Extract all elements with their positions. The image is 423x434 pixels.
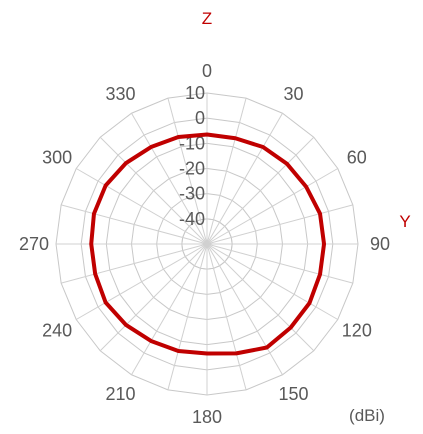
angle-tick-label: 300 [42,148,72,168]
series [89,132,327,356]
angle-tick-label: 30 [283,84,303,104]
angle-tick-label: 60 [347,148,367,168]
grid-spoke [206,136,315,245]
radial-tick-label: 0 [195,108,205,128]
series-line [89,132,327,356]
grid-spoke [206,243,353,284]
radial-tick-label: 10 [185,83,205,103]
angle-tick-label: 330 [105,84,135,104]
radial-tick-label: -20 [179,159,205,179]
spokes [56,93,358,395]
angle-tick-label: 150 [278,384,308,404]
radial-tick-label: -40 [179,209,205,229]
grid-spoke [206,98,247,245]
angle-tick-label: 120 [342,321,372,341]
grid-spoke [167,243,208,390]
angle-tick-label: 180 [192,407,222,427]
grid-spoke [206,243,315,352]
angle-tick-labels: 0 30 60 90 120 150 180 210 240 270 300 330 [19,61,390,427]
grid-spoke [61,204,208,245]
radial-tick-label: -30 [179,184,205,204]
angle-tick-label: 210 [105,384,135,404]
grid-spoke [99,136,208,245]
angle-tick-label: 240 [42,321,72,341]
grid-spoke [206,243,339,320]
grid-spoke [167,98,208,245]
grid-spoke [206,168,339,245]
grid-spoke [206,112,283,245]
axis-top-label: Z [202,9,212,28]
grid-spoke [75,168,208,245]
angle-tick-label: 0 [202,61,212,81]
grid-spoke [206,204,353,245]
grid-spoke [131,112,208,245]
grid-spoke [75,243,208,320]
grid-spoke [206,243,247,390]
unit-label: (dBi) [349,406,385,425]
grid-spoke [131,243,208,376]
grid-spoke [99,243,208,352]
grid-spoke [206,243,283,376]
angle-tick-label: 270 [19,234,49,254]
axis-right-label: Y [399,212,410,231]
grid-spoke [61,243,208,284]
angle-tick-label: 90 [370,234,390,254]
